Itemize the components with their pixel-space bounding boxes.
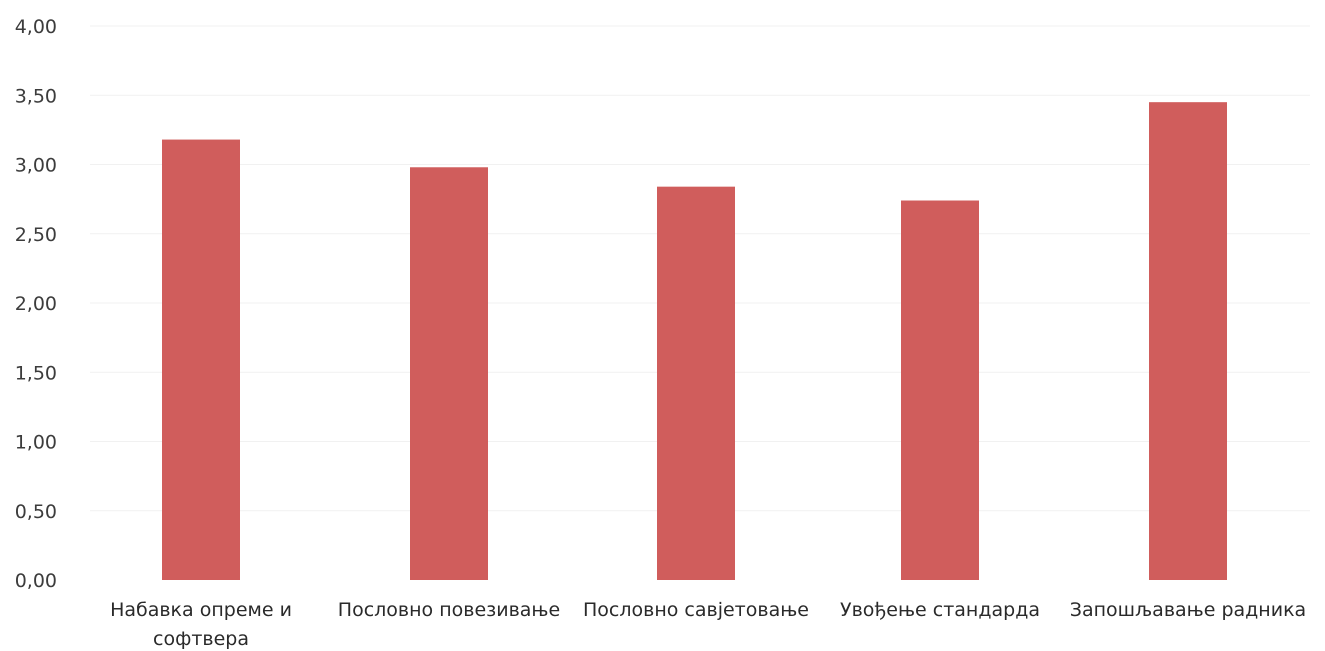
- x-category-label: Запошљавање радника: [1070, 599, 1306, 621]
- y-tick-label: 2,50: [15, 224, 57, 246]
- y-tick-label: 0,00: [15, 570, 57, 592]
- y-tick-label: 1,00: [15, 432, 57, 454]
- bar: [657, 186, 735, 580]
- bars: [162, 102, 1227, 581]
- y-tick-label: 2,00: [15, 293, 57, 315]
- x-axis-category-labels: Набавка опреме и софтвера Пословно повезив…: [110, 599, 1306, 650]
- x-category-label: Увођење стандарда: [840, 599, 1040, 621]
- y-tick-label: 3,00: [15, 155, 57, 177]
- y-tick-label: 3,50: [15, 85, 57, 107]
- bar: [901, 200, 979, 580]
- y-axis-tick-labels: 0,00 0,50 1,00 1,50 2,00 2,50 3,00 3,50 4,00: [15, 16, 57, 592]
- y-tick-label: 0,50: [15, 501, 57, 523]
- y-tick-label: 4,00: [15, 16, 57, 38]
- x-category-label: Пословно повезивање: [338, 599, 560, 621]
- x-category-label: Пословно савјетовање: [583, 599, 809, 621]
- bar: [162, 139, 240, 580]
- x-category-label: Набавка опреме и: [110, 599, 292, 621]
- x-category-label: софтвера: [153, 628, 249, 650]
- bar: [410, 167, 488, 580]
- bar: [1149, 102, 1227, 581]
- y-tick-label: 1,50: [15, 362, 57, 384]
